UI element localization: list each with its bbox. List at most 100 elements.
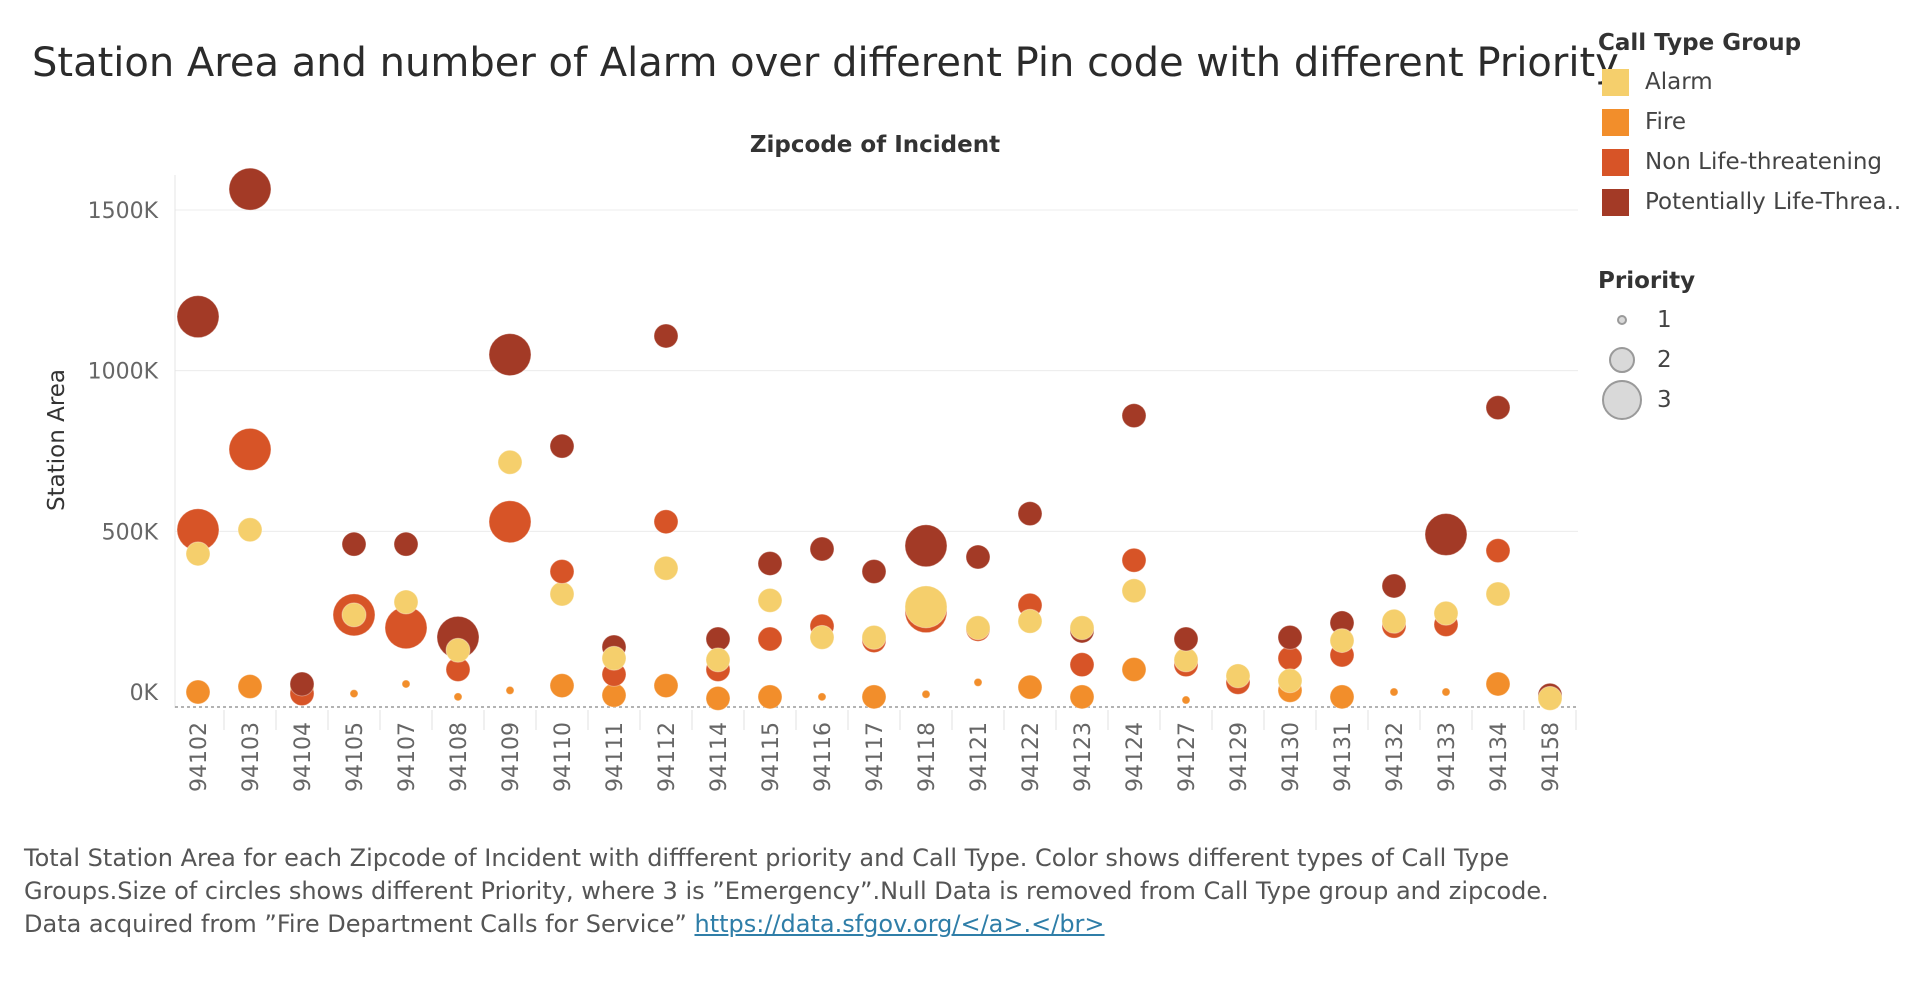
point-94115-potentially-life-threa[interactable] [757, 550, 783, 576]
point-94109-alarm[interactable] [497, 449, 523, 475]
point-94132-fire[interactable] [1389, 687, 1399, 697]
point-94131-fire[interactable] [1329, 684, 1355, 710]
point-94109-fire[interactable] [505, 685, 515, 695]
point-94116-alarm[interactable] [809, 624, 835, 650]
legend-swatch [1602, 108, 1629, 136]
point-94127-potentially-life-threa[interactable] [1173, 626, 1199, 652]
x-tick-label: 94111 [603, 722, 628, 792]
column-header: Zipcode of Incident [750, 132, 1000, 158]
point-94110-non-life-threatening[interactable] [549, 559, 575, 584]
point-94134-non-life-threatening[interactable] [1485, 538, 1511, 564]
y-tick-labels: 0K 500K 1000K 1500K [88, 199, 159, 706]
size-label: 2 [1657, 347, 1672, 373]
point-94109-non-life-threatening[interactable] [488, 500, 532, 544]
legend-item[interactable]: Fire [1598, 102, 1916, 142]
point-94127-fire[interactable] [1181, 695, 1191, 705]
size-label: 1 [1657, 307, 1672, 333]
point-94118-fire[interactable] [921, 689, 931, 699]
point-94129-alarm[interactable] [1225, 663, 1251, 689]
point-94124-alarm[interactable] [1121, 578, 1147, 604]
point-94124-potentially-life-threa[interactable] [1121, 403, 1147, 429]
x-tick-label: 94110 [551, 722, 576, 792]
point-94105-fire[interactable] [349, 689, 359, 699]
point-94116-fire[interactable] [817, 692, 827, 702]
chart-title: Station Area and number of Alarm over di… [32, 40, 1619, 86]
point-94123-alarm[interactable] [1069, 615, 1095, 641]
point-94110-alarm[interactable] [549, 581, 575, 607]
x-tick-label: 94105 [343, 722, 368, 792]
point-94121-alarm[interactable] [965, 615, 991, 641]
point-94134-alarm[interactable] [1485, 581, 1511, 607]
point-94116-potentially-life-threa[interactable] [809, 536, 835, 562]
point-94112-alarm[interactable] [653, 555, 679, 581]
point-94133-alarm[interactable] [1433, 600, 1459, 626]
point-94118-alarm[interactable] [904, 585, 948, 629]
point-94110-potentially-life-threa[interactable] [549, 433, 575, 459]
point-94117-fire[interactable] [861, 684, 887, 710]
size-legend-item[interactable]: 2 [1598, 340, 1916, 380]
point-94102-potentially-life-threa[interactable] [176, 295, 220, 339]
point-94112-fire[interactable] [653, 673, 679, 699]
x-tick-label: 94117 [863, 722, 888, 792]
point-94122-fire[interactable] [1017, 674, 1043, 700]
point-94109-potentially-life-threa[interactable] [488, 333, 532, 377]
point-94115-fire[interactable] [757, 684, 783, 710]
point-94107-fire[interactable] [401, 679, 411, 689]
point-94134-fire[interactable] [1485, 671, 1511, 697]
point-94114-fire[interactable] [705, 685, 731, 711]
point-94133-fire[interactable] [1441, 687, 1451, 697]
legend-item[interactable]: Non Life-threatening [1598, 142, 1916, 182]
size-legend-item[interactable]: 1 [1598, 300, 1916, 340]
point-94102-fire[interactable] [185, 679, 211, 705]
point-94107-potentially-life-threa[interactable] [393, 531, 419, 557]
point-94103-fire[interactable] [237, 674, 263, 700]
point-94111-alarm[interactable] [601, 645, 627, 671]
legend-item[interactable]: Alarm [1598, 62, 1916, 102]
point-94121-fire[interactable] [973, 677, 983, 687]
point-94115-alarm[interactable] [757, 587, 783, 613]
point-94115-non-life-threatening[interactable] [757, 626, 783, 652]
point-94131-alarm[interactable] [1329, 628, 1355, 654]
point-94105-potentially-life-threa[interactable] [341, 531, 367, 557]
point-94130-alarm[interactable] [1277, 668, 1303, 694]
point-94123-fire[interactable] [1069, 684, 1095, 710]
point-94110-fire[interactable] [549, 673, 575, 699]
point-94117-potentially-life-threa[interactable] [861, 559, 887, 584]
point-94124-non-life-threatening[interactable] [1121, 547, 1147, 573]
point-94102-alarm[interactable] [185, 541, 211, 567]
point-94118-potentially-life-threa[interactable] [904, 524, 948, 568]
point-94103-alarm[interactable] [237, 517, 263, 543]
point-94133-potentially-life-threa[interactable] [1424, 513, 1468, 557]
size-legend: 1 2 3 [1598, 300, 1916, 420]
point-94122-alarm[interactable] [1017, 608, 1043, 634]
data-points [176, 167, 1563, 711]
x-tick-label: 94109 [499, 722, 524, 792]
point-94134-potentially-life-threa[interactable] [1485, 395, 1511, 421]
point-94132-alarm[interactable] [1381, 608, 1407, 634]
point-94103-non-life-threatening[interactable] [228, 427, 272, 471]
point-94123-non-life-threatening[interactable] [1069, 652, 1095, 678]
point-94117-alarm[interactable] [861, 624, 887, 650]
y-tick-label: 500K [102, 520, 159, 545]
point-94108-alarm[interactable] [445, 637, 471, 663]
point-94124-fire[interactable] [1121, 657, 1147, 683]
point-94112-non-life-threatening[interactable] [653, 509, 679, 535]
point-94104-potentially-life-threa[interactable] [289, 671, 315, 697]
point-94121-potentially-life-threa[interactable] [965, 544, 991, 570]
point-94132-potentially-life-threa[interactable] [1381, 573, 1407, 599]
legend-item[interactable]: Potentially Life-Threa.. [1598, 182, 1916, 222]
x-tick-label: 94112 [655, 722, 680, 792]
point-94105-alarm[interactable] [341, 602, 367, 628]
color-legend: Alarm Fire Non Life-threatening Potentially… [1598, 62, 1916, 222]
point-94122-potentially-life-threa[interactable] [1017, 501, 1043, 527]
point-94130-potentially-life-threa[interactable] [1277, 624, 1303, 650]
point-94107-alarm[interactable] [393, 589, 419, 615]
point-94114-alarm[interactable] [705, 647, 731, 673]
point-94112-potentially-life-threa[interactable] [653, 323, 679, 349]
y-axis-label: Station Area [44, 369, 70, 511]
point-94158-alarm[interactable] [1537, 685, 1563, 711]
source-link[interactable]: https://data.sfgov.org/</a>.</br> [694, 910, 1105, 938]
point-94103-potentially-life-threa[interactable] [228, 167, 272, 211]
point-94108-fire[interactable] [453, 692, 463, 702]
size-legend-item[interactable]: 3 [1598, 380, 1916, 420]
